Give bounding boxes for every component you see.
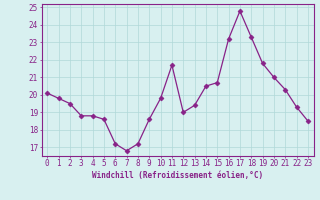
X-axis label: Windchill (Refroidissement éolien,°C): Windchill (Refroidissement éolien,°C): [92, 171, 263, 180]
